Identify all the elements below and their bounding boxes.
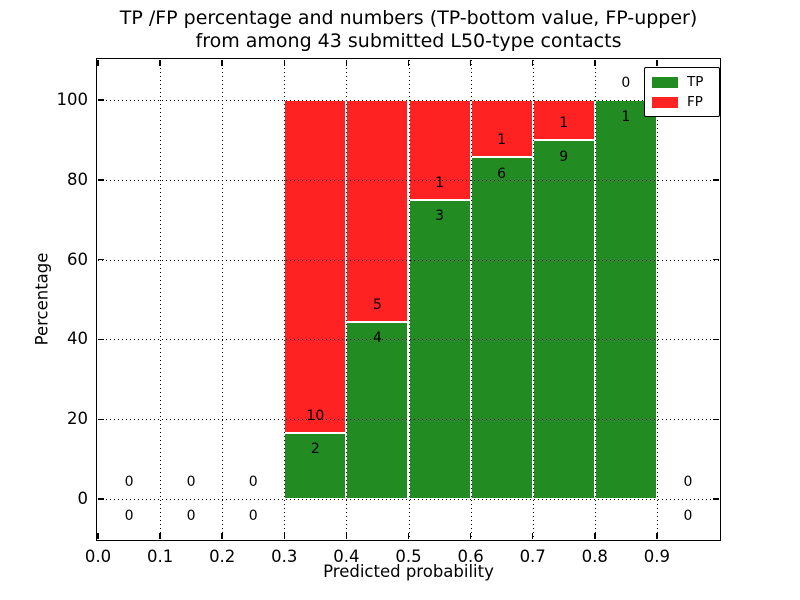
y-tick-label: 100 bbox=[56, 89, 89, 109]
y-tick-label: 80 bbox=[67, 169, 88, 189]
legend-row: TP bbox=[652, 72, 712, 92]
chart-title: TP /FP percentage and numbers (TP-bottom… bbox=[98, 7, 719, 53]
legend-row: FP bbox=[652, 92, 712, 112]
legend: TP FP bbox=[644, 67, 720, 117]
y-tick-label: 0 bbox=[77, 489, 89, 509]
legend-label: TP bbox=[687, 74, 704, 90]
legend-swatch-fp bbox=[652, 96, 678, 108]
legend-label: FP bbox=[687, 94, 703, 110]
legend-swatch-tp bbox=[652, 76, 678, 88]
y-tick-label: 20 bbox=[67, 409, 88, 429]
chart-title-line2: from among 43 submitted L50-type contact… bbox=[195, 30, 622, 52]
y-axis-label: Percentage bbox=[32, 252, 52, 346]
chart-title-line1: TP /FP percentage and numbers (TP-bottom… bbox=[119, 7, 698, 29]
axes-frame bbox=[96, 58, 721, 541]
x-axis-label: Predicted probability bbox=[323, 562, 494, 581]
